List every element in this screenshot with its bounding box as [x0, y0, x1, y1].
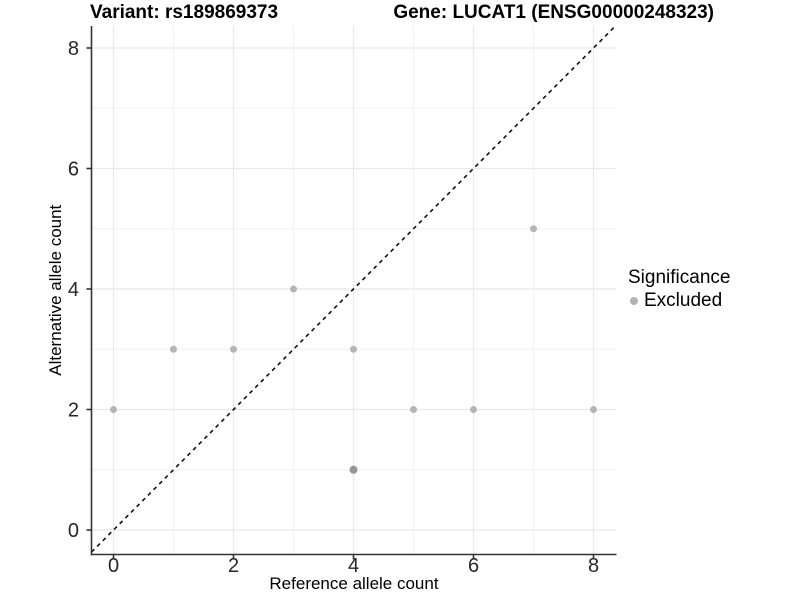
x-tick-label: 2	[228, 555, 239, 577]
identity-dashed-line	[90, 25, 616, 553]
legend-item-excluded: Excluded	[628, 290, 730, 311]
data-point	[470, 406, 477, 413]
data-point	[110, 406, 117, 413]
legend-item-label: Excluded	[644, 290, 723, 311]
x-axis-title: Reference allele count	[269, 574, 438, 593]
x-tick-label: 8	[588, 555, 599, 577]
data-point	[410, 406, 417, 413]
x-tick-label: 6	[468, 555, 479, 577]
legend-title: Significance	[628, 267, 731, 288]
y-tick-label: 2	[68, 400, 79, 422]
y-tick-label: 4	[68, 279, 79, 301]
plot-title-variant: Variant: rs189869373	[90, 2, 279, 23]
data-point	[290, 285, 297, 293]
plot-title-gene: Gene: LUCAT1 (ENSG00000248323)	[393, 2, 714, 23]
data-point	[230, 345, 237, 353]
x-tick-label: 4	[348, 555, 359, 577]
y-axis-title: Alternative allele count	[46, 204, 65, 375]
data-point	[170, 345, 177, 353]
y-tick-label: 6	[68, 159, 79, 181]
data-point	[590, 406, 597, 413]
legend: Significance Excluded	[628, 267, 730, 311]
legend-point-icon	[630, 296, 638, 305]
plot-title: Variant: rs189869373 Gene: LUCAT1 (ENSG0…	[90, 2, 714, 24]
data-point	[530, 225, 537, 233]
x-tick-label: 0	[108, 555, 119, 577]
y-tick-label: 0	[68, 520, 79, 542]
y-tick-label: 8	[68, 38, 79, 60]
data-point	[349, 465, 358, 474]
data-point	[350, 345, 357, 353]
